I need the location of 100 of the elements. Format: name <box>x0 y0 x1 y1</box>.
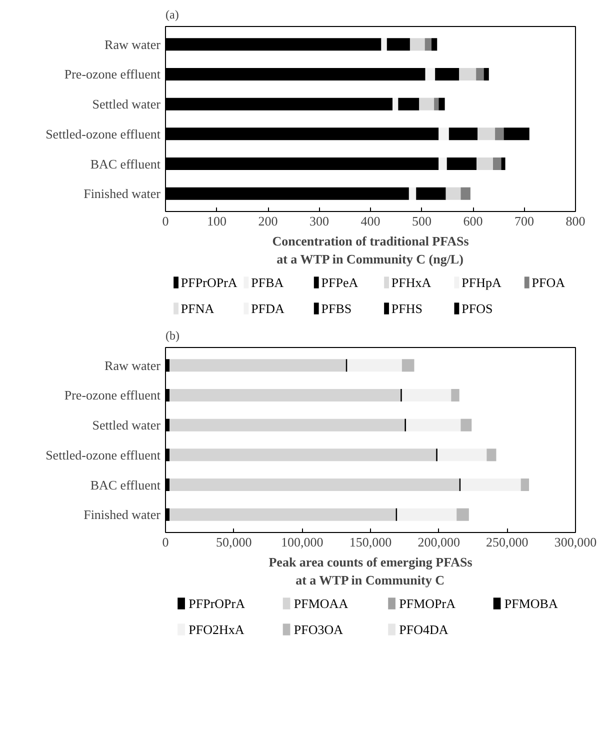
bar <box>406 418 461 432</box>
x-tick-label: 500 <box>412 214 432 228</box>
bar <box>381 38 387 51</box>
legend-label: PFBA <box>251 275 284 290</box>
x-tick-label: 600 <box>463 214 483 228</box>
legend-label: PFPrOPrA <box>188 596 246 611</box>
legend-label: PFHS <box>391 301 423 316</box>
bar <box>438 157 447 170</box>
legend-label: PFPrOPrA <box>180 275 238 290</box>
bar <box>448 128 478 140</box>
legend-label: PFBS <box>321 301 352 316</box>
bar <box>478 128 496 140</box>
bar <box>398 98 420 110</box>
y-tick-label: Finished water <box>84 186 162 202</box>
x-axis-title: Concentration of traditional PFASs at a WTP in Community C (ng/L) <box>272 234 469 266</box>
legend-label: PFNA <box>180 301 215 316</box>
legend-label: PFHxA <box>391 275 432 290</box>
x-tick-label: 150,000 <box>349 534 392 550</box>
y-tick-label: Settled-ozone effluent <box>46 447 161 462</box>
bar <box>397 508 457 521</box>
bar <box>460 187 470 200</box>
bar <box>386 38 410 51</box>
legend-label: PFO2HxA <box>188 622 245 637</box>
x-tick-label: 300 <box>310 214 329 228</box>
bar <box>170 478 460 492</box>
bar <box>501 157 506 170</box>
legend-label: PFO3OA <box>294 622 344 637</box>
legend-label: PFOS <box>462 301 493 316</box>
y-tick-label: Settled water <box>92 418 162 433</box>
bar <box>520 478 530 492</box>
bar <box>495 128 504 140</box>
bar <box>451 388 460 402</box>
x-tick-label: 0 <box>162 214 169 228</box>
bar <box>504 128 530 140</box>
x-tick-label: 0 <box>162 534 169 550</box>
y-tick-label: BAC effluent <box>90 477 161 492</box>
legend-label: PFMOPrA <box>399 596 456 611</box>
bar <box>166 68 426 81</box>
x-tick-label: 100 <box>207 214 226 228</box>
y-tick-label: Pre-ozone effluent <box>64 388 161 403</box>
x-tick-label: 200 <box>258 214 278 228</box>
bar <box>170 418 405 432</box>
bar <box>347 359 402 372</box>
bar <box>460 478 521 492</box>
legend-label: PFDA <box>251 301 285 316</box>
chart-title: (b) <box>166 328 180 342</box>
bar <box>166 98 393 110</box>
bar <box>438 98 445 110</box>
bar <box>460 418 472 432</box>
bar <box>402 388 452 402</box>
bar <box>408 187 416 200</box>
legend-label: PFOA <box>532 275 566 290</box>
bar <box>486 448 496 462</box>
x-tick-label: 700 <box>514 214 534 228</box>
bar <box>166 38 382 51</box>
bar <box>476 68 484 81</box>
x-tick-label: 50,000 <box>216 534 252 550</box>
x-tick-label: 200,000 <box>418 534 460 550</box>
y-tick-label: Settled water <box>92 96 162 112</box>
bar <box>446 157 477 170</box>
bar <box>166 128 439 140</box>
bar <box>416 187 446 200</box>
y-tick-label: Settled-ozone effluent <box>46 126 161 142</box>
bar <box>492 157 502 170</box>
bar <box>392 98 398 110</box>
y-tick-label: Raw water <box>104 36 162 52</box>
bar <box>438 128 449 140</box>
bar <box>446 187 461 200</box>
legend-label: PFMOAA <box>294 596 349 611</box>
bar <box>170 388 401 402</box>
bar <box>476 157 493 170</box>
bar <box>166 187 409 200</box>
y-tick-label: Finished water <box>84 507 162 522</box>
x-axis-title: Peak area counts of emerging PFASs at a WTP in Community C <box>268 554 472 588</box>
x-tick-label: 250,000 <box>486 534 528 550</box>
bar <box>166 157 439 170</box>
bar <box>431 38 438 51</box>
bar <box>425 68 436 81</box>
bar <box>435 68 460 81</box>
y-tick-label: Pre-ozone effluent <box>64 66 161 82</box>
bar <box>424 38 432 51</box>
bar <box>484 68 489 81</box>
x-tick-label: 100,000 <box>281 534 324 550</box>
legend-label: PFPeA <box>321 275 359 290</box>
x-tick-label: 800 <box>566 214 586 228</box>
bar <box>456 508 469 521</box>
legend-label: PFMOBA <box>504 596 558 611</box>
bar <box>402 359 414 372</box>
y-tick-label: BAC effluent <box>90 156 161 172</box>
chart-title: (a) <box>166 8 179 22</box>
x-tick-label: 300,000 <box>554 534 597 550</box>
bar <box>459 68 476 81</box>
bar <box>419 98 434 110</box>
legend-label: PFHpA <box>462 275 502 290</box>
bar <box>437 448 487 462</box>
bar <box>170 448 436 462</box>
legend-label: PFO4DA <box>399 622 449 637</box>
bar <box>410 38 425 51</box>
x-tick-label: 400 <box>360 214 380 228</box>
bar <box>170 508 396 521</box>
